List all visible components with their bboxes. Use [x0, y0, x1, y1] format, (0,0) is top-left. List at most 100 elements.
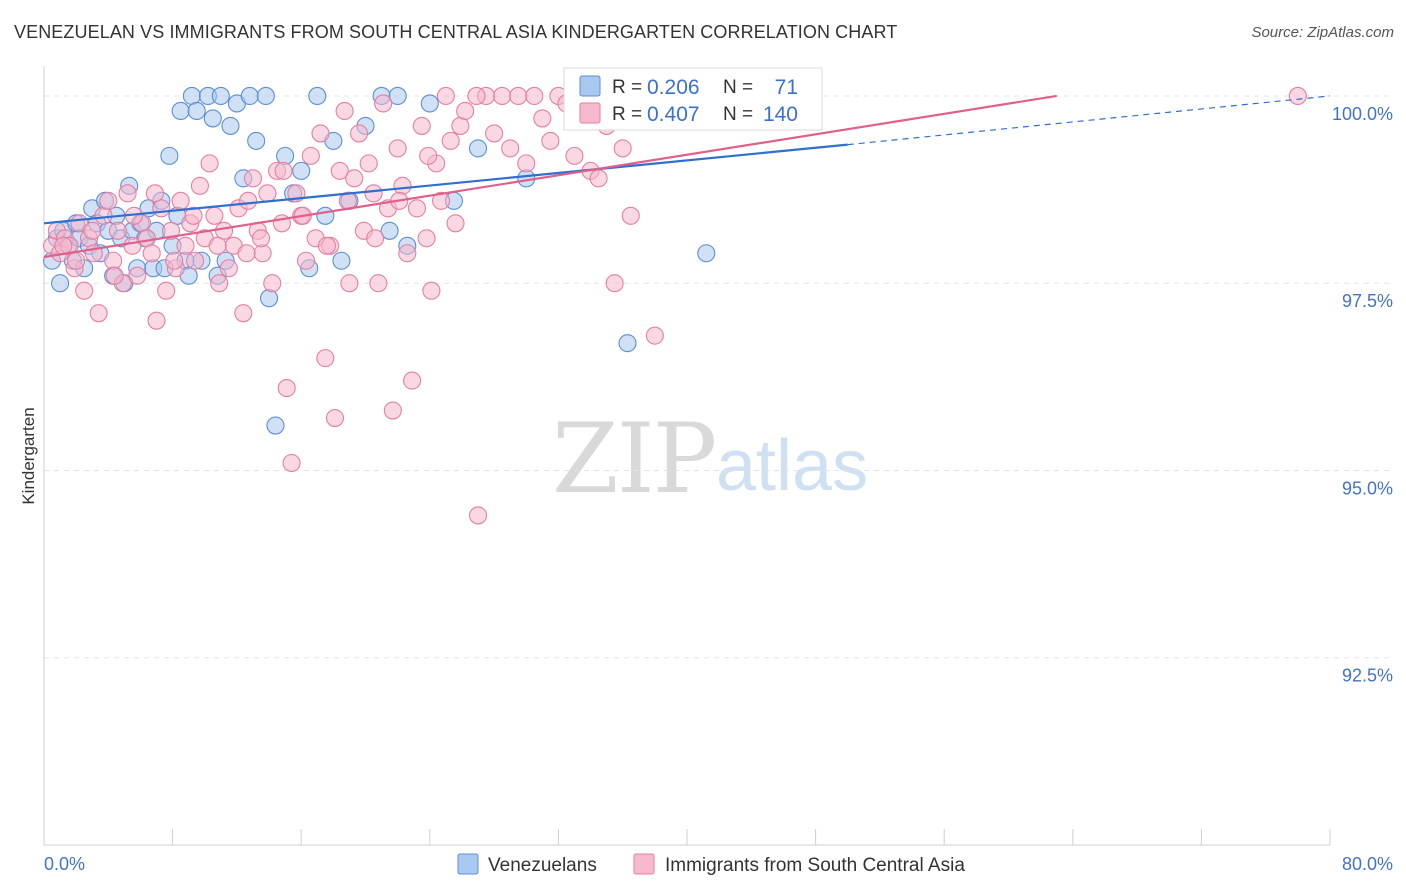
data-point-south-central-asia: [190, 176, 209, 195]
data-point-south-central-asia: [118, 184, 137, 203]
legend-swatch-blue: [579, 75, 601, 97]
data-point-venezuelans: [160, 146, 179, 165]
data-point-south-central-asia: [393, 176, 412, 195]
data-point-south-central-asia: [340, 274, 359, 293]
y-tick-label: 92.5%: [1342, 666, 1393, 686]
watermark-atlas: atlas: [716, 426, 868, 506]
trend-line-venezuelans: [43, 143, 848, 225]
data-point-south-central-asia: [157, 281, 176, 300]
data-point-south-central-asia: [565, 146, 584, 165]
data-point-south-central-asia: [239, 191, 258, 210]
data-point-south-central-asia: [263, 274, 282, 293]
data-point-south-central-asia: [208, 236, 227, 255]
data-point-south-central-asia: [412, 116, 431, 135]
data-point-south-central-asia: [253, 244, 272, 263]
legend-swatch-pink: [579, 102, 601, 124]
legend-r-value-2: 0.407: [647, 103, 700, 126]
data-point-south-central-asia: [67, 251, 86, 270]
data-point-south-central-asia: [398, 244, 417, 263]
legend-n-label-2: N =: [723, 104, 753, 125]
axes: [43, 66, 1331, 846]
data-point-venezuelans: [240, 86, 259, 106]
data-point-south-central-asia: [251, 229, 271, 248]
bottom-legend-swatch-blue: [457, 853, 479, 875]
data-point-south-central-asia: [436, 86, 455, 106]
series-south-central-asia: [42, 86, 1307, 525]
data-point-south-central-asia: [54, 236, 73, 255]
data-point-south-central-asia: [374, 94, 393, 113]
watermark-zip: ZIP: [552, 403, 715, 515]
data-point-south-central-asia: [525, 86, 544, 106]
y-tick-labels: 100.0% 97.5% 95.0% 92.5%: [1332, 104, 1393, 686]
data-point-venezuelans: [247, 131, 266, 150]
data-point-south-central-asia: [417, 229, 436, 248]
data-point-south-central-asia: [234, 304, 253, 323]
data-point-south-central-asia: [330, 161, 349, 180]
data-point-venezuelans: [332, 251, 351, 270]
data-point-venezuelans: [468, 139, 488, 158]
data-point-south-central-asia: [422, 281, 441, 300]
data-point-south-central-asia: [83, 221, 102, 240]
data-point-south-central-asia: [145, 184, 164, 203]
data-point-venezuelans: [618, 334, 637, 353]
y-tick-label: 100.0%: [1332, 104, 1393, 124]
watermark: ZIP atlas: [552, 403, 868, 515]
data-point-south-central-asia: [137, 229, 156, 248]
data-point-south-central-asia: [200, 154, 219, 173]
data-point-venezuelans: [420, 94, 439, 113]
data-point-south-central-asia: [589, 169, 608, 188]
data-point-south-central-asia: [359, 154, 378, 173]
data-point-venezuelans: [388, 86, 407, 106]
data-point-south-central-asia: [468, 506, 488, 525]
data-point-south-central-asia: [369, 274, 388, 293]
data-point-south-central-asia: [388, 139, 407, 158]
data-point-venezuelans: [171, 101, 190, 120]
data-point-venezuelans: [187, 101, 206, 120]
y-axis-label: Kindergarten: [19, 407, 38, 504]
data-point-south-central-asia: [613, 139, 632, 158]
data-point-south-central-asia: [147, 311, 166, 330]
data-point-south-central-asia: [501, 139, 520, 158]
data-point-venezuelans: [308, 86, 327, 106]
data-point-venezuelans: [276, 146, 295, 165]
data-point-south-central-asia: [441, 131, 460, 150]
data-point-south-central-asia: [621, 206, 640, 225]
data-point-venezuelans: [182, 86, 201, 106]
data-point-south-central-asia: [1288, 86, 1307, 106]
data-point-south-central-asia: [258, 184, 277, 203]
data-point-south-central-asia: [403, 371, 422, 390]
data-point-south-central-asia: [237, 244, 256, 263]
data-point-south-central-asia: [509, 86, 528, 106]
y-tick-label: 95.0%: [1342, 478, 1393, 498]
data-point-venezuelans: [697, 244, 716, 263]
correlation-legend: R = 0.206 N = 71 R = 0.407 N = 140: [563, 67, 823, 131]
data-point-south-central-asia: [432, 191, 451, 210]
data-point-south-central-asia: [451, 116, 470, 135]
bottom-legend: Venezuelans Immigrants from South Centra…: [457, 853, 965, 876]
data-point-south-central-asia: [456, 101, 475, 120]
bottom-legend-label-venezuelans: Venezuelans: [488, 855, 597, 876]
trend-line-venezuelans-extension: [847, 95, 1331, 146]
data-point-south-central-asia: [104, 251, 123, 270]
data-point-venezuelans: [51, 274, 70, 293]
data-point-south-central-asia: [311, 124, 330, 143]
source-label: Source: ZipAtlas.com: [1251, 24, 1394, 41]
data-point-south-central-asia: [335, 101, 354, 120]
legend-n-value-2: 140: [763, 103, 798, 126]
x-tick-label-min: 0.0%: [44, 854, 85, 874]
bottom-legend-label-south-central-asia: Immigrants from South Central Asia: [665, 855, 965, 876]
data-point-venezuelans: [292, 161, 311, 180]
data-point-south-central-asia: [485, 124, 504, 143]
legend-n-value-1: 71: [775, 76, 798, 99]
trend-lines: [43, 94, 1331, 259]
bottom-legend-swatch-pink: [633, 853, 655, 875]
data-point-south-central-asia: [301, 146, 320, 165]
data-point-south-central-asia: [277, 379, 296, 398]
data-point-south-central-asia: [205, 206, 224, 225]
data-point-venezuelans: [256, 86, 275, 106]
data-point-south-central-asia: [184, 206, 203, 225]
legend-r-value-1: 0.206: [647, 76, 700, 99]
data-point-venezuelans: [203, 109, 222, 128]
data-point-south-central-asia: [274, 161, 293, 180]
